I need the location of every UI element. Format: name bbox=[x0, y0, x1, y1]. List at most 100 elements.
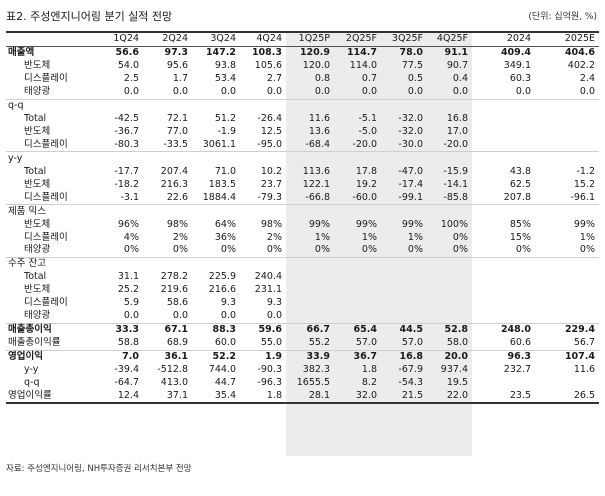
table-cell: 19.5 bbox=[446, 376, 468, 388]
table-cell: 22.0 bbox=[427, 389, 472, 405]
table-row: 태양광 0% 0% 0% 0% 0% 0% 0% 0% 0% 0% bbox=[6, 244, 599, 257]
row-label: 태양광 bbox=[24, 86, 51, 98]
table-cell: 0.0 bbox=[220, 310, 236, 322]
table-cell: 382.3 bbox=[302, 363, 330, 375]
table-cell: -20.0 bbox=[352, 138, 377, 150]
table-cell: 52.2 bbox=[192, 349, 240, 364]
table-cell: 0.0 bbox=[123, 310, 139, 322]
table-cell bbox=[427, 256, 472, 271]
table-cell: 0.4 bbox=[452, 73, 468, 85]
column-header: 4Q25F bbox=[427, 30, 472, 47]
table-cell: 17.0 bbox=[446, 126, 468, 138]
table-cell: 4% bbox=[123, 231, 139, 243]
column-header: 4Q24 bbox=[240, 30, 286, 47]
table-cell: 20.0 bbox=[427, 349, 472, 364]
table-cell bbox=[472, 284, 535, 297]
row-label: 반도체 bbox=[24, 218, 51, 230]
table-cell: 59.6 bbox=[240, 322, 286, 337]
table-row: 디스플레이 5.9 58.6 9.3 9.3 bbox=[6, 297, 599, 310]
table-row: 반도체 -36.7 77.0 -1.9 12.5 13.6 -5.0 -32.0 17.0 bbox=[6, 126, 599, 139]
header-row: 1Q24 2Q24 3Q24 4Q24 1Q25P 2Q25F 3Q25F 4Q25F 2024… bbox=[6, 30, 599, 47]
table-cell bbox=[472, 256, 535, 271]
table-row: 반도체 25.2 219.6 216.6 231.1 bbox=[6, 284, 599, 297]
table-cell bbox=[535, 151, 599, 166]
table-cell bbox=[535, 98, 599, 113]
table-row: 매출액 56.6 97.3 147.2 108.3 120.9 114.7 78.0 91.1 4… bbox=[6, 45, 599, 60]
table-cell: 44.5 bbox=[381, 322, 427, 337]
table-cell: 107.4 bbox=[535, 349, 599, 364]
table-cell: -96.3 bbox=[257, 376, 282, 388]
table-cell: 98% bbox=[166, 218, 188, 230]
table-cell: -42.5 bbox=[114, 113, 139, 125]
table-cell: 72.1 bbox=[166, 113, 188, 125]
table-cell bbox=[427, 284, 472, 297]
table-cell: 1.7 bbox=[172, 73, 188, 85]
column-header: 3Q24 bbox=[192, 30, 240, 47]
table-cell: 16.8 bbox=[446, 113, 468, 125]
table-cell bbox=[94, 256, 143, 271]
table-cell: -68.4 bbox=[305, 138, 330, 150]
table-cell bbox=[535, 139, 599, 152]
table-row: 수주 잔고 bbox=[6, 256, 599, 271]
table-cell: -60.0 bbox=[352, 191, 377, 203]
table-cell: 64% bbox=[214, 218, 236, 230]
table-cell bbox=[535, 271, 599, 284]
table-cell: -26.4 bbox=[257, 113, 282, 125]
table-cell bbox=[240, 98, 286, 113]
table-cell: 147.2 bbox=[192, 45, 240, 60]
table-cell: 229.4 bbox=[535, 322, 599, 337]
table-cell: 98% bbox=[260, 218, 282, 230]
table-cell: -1.9 bbox=[217, 126, 236, 138]
table-cell: 0.0 bbox=[172, 310, 188, 322]
table-cell: 9.3 bbox=[220, 297, 236, 309]
table-cell: 0% bbox=[452, 244, 468, 256]
table-cell bbox=[427, 271, 472, 284]
table-cell bbox=[381, 204, 427, 219]
table-cell: 15.2 bbox=[573, 178, 595, 190]
table-cell: -30.0 bbox=[398, 138, 423, 150]
table-cell: 0% bbox=[220, 244, 236, 256]
table-cell bbox=[427, 98, 472, 113]
table-cell: 120.0 bbox=[302, 60, 330, 72]
table-cell: 77.5 bbox=[401, 60, 423, 72]
table-cell: 0.7 bbox=[361, 73, 377, 85]
table-cell: 5.9 bbox=[123, 297, 139, 309]
table-cell: 99% bbox=[308, 218, 330, 230]
table-cell: 216.3 bbox=[160, 178, 188, 190]
row-label: 디스플레이 bbox=[24, 231, 68, 243]
table-cell bbox=[427, 151, 472, 166]
table-cell: 0.0 bbox=[579, 86, 595, 98]
table-cell: 744.0 bbox=[208, 363, 236, 375]
table-cell bbox=[334, 310, 381, 323]
table-cell: 231.1 bbox=[254, 284, 282, 296]
table-cell: 0% bbox=[172, 244, 188, 256]
table-row: 디스플레이 4% 2% 36% 2% 1% 1% 1% 0% 15% 1% bbox=[6, 231, 599, 244]
table-row: 매출총이익 33.3 67.1 88.3 59.6 66.7 65.4 44.5 52.8 248… bbox=[6, 322, 599, 337]
table-cell: 66.7 bbox=[286, 322, 334, 337]
table-cell: 240.4 bbox=[254, 271, 282, 283]
table-cell bbox=[381, 310, 427, 323]
row-label: 영업이익 bbox=[6, 349, 94, 364]
table-cell: 1884.4 bbox=[202, 191, 236, 203]
table-cell bbox=[535, 284, 599, 297]
table-row: q-q bbox=[6, 98, 599, 113]
table-row: 태양광 0.0 0.0 0.0 0.0 0.0 0.0 0.0 0.0 0.0 0.0 bbox=[6, 86, 599, 99]
table-cell bbox=[192, 204, 240, 219]
table-cell: 2.5 bbox=[123, 73, 139, 85]
table-cell: 122.1 bbox=[302, 178, 330, 190]
table-cell: 71.0 bbox=[214, 165, 236, 177]
table-cell: 12.4 bbox=[94, 389, 143, 405]
table-cell: 1% bbox=[314, 231, 330, 243]
table-cell: -66.8 bbox=[305, 191, 330, 203]
table-cell bbox=[472, 151, 535, 166]
table-cell: -3.1 bbox=[120, 191, 139, 203]
table-cell: 90.7 bbox=[446, 60, 468, 72]
table-cell bbox=[381, 297, 427, 310]
table-cell: 67.1 bbox=[143, 322, 192, 337]
table-cell: 23.7 bbox=[260, 178, 282, 190]
table-cell bbox=[94, 151, 143, 166]
table-cell: -512.8 bbox=[157, 363, 188, 375]
table-cell bbox=[427, 310, 472, 323]
table-cell: -17.7 bbox=[114, 165, 139, 177]
table-title: 표2. 주성엔지니어링 분기 실적 전망 bbox=[6, 10, 173, 23]
